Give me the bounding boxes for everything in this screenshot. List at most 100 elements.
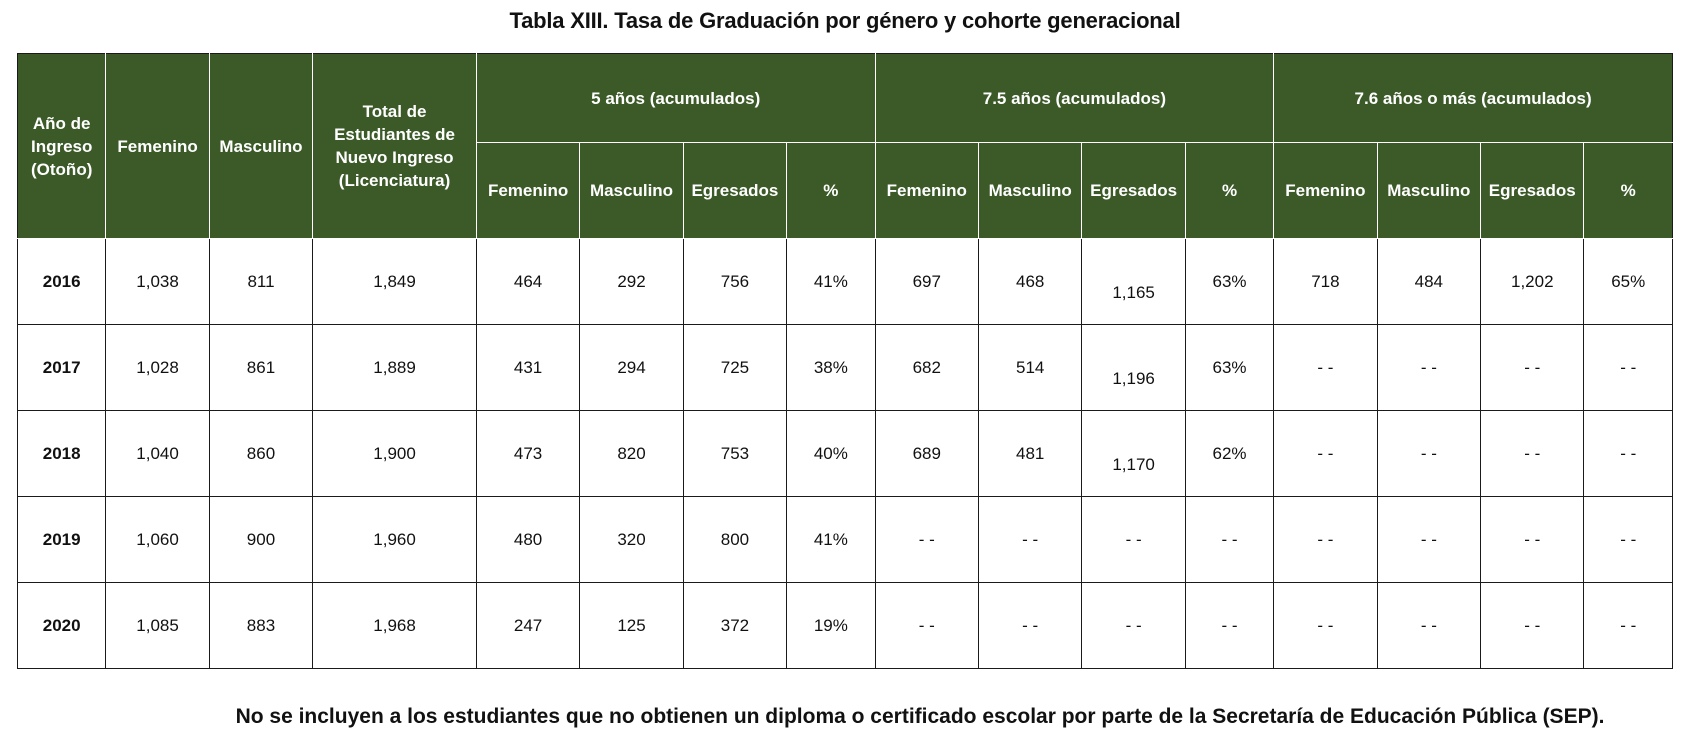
header-row-sub: Femenino Masculino Egresados % Femenino … (18, 142, 1673, 239)
cell-7-5y-female: 682 (874, 324, 979, 411)
cell-5y-graduates: 725 (682, 324, 788, 411)
table-row: 2019 1,060 900 1,960 480 320 800 41% - -… (16, 496, 1673, 583)
cell-male: 883 (208, 582, 314, 669)
cell-7-5y-male: 514 (977, 324, 1083, 411)
table-title: Tabla XIII. Tasa de Graduación por géner… (509, 8, 1181, 33)
cell-value: 1,170 (1112, 454, 1155, 474)
cell-7-6y-graduates: 1,202 (1480, 238, 1585, 325)
header-group-7-5-years: 7.5 años (acumulados) (874, 53, 1275, 143)
cell-7-6y-female: - - (1273, 324, 1378, 411)
cell-7-6y-percent: - - (1583, 582, 1673, 669)
cell-female: 1,028 (105, 324, 210, 411)
table-row: 2018 1,040 860 1,900 473 820 753 40% 689… (16, 410, 1673, 497)
header-male: Masculino (208, 53, 314, 239)
cell-7-6y-female: - - (1273, 496, 1378, 583)
cell-7-5y-male: 481 (977, 410, 1083, 497)
cell-7-6y-percent: - - (1583, 324, 1673, 411)
cell-7-6y-male: - - (1376, 496, 1482, 583)
subheader-male: Masculino (1376, 142, 1482, 239)
cell-7-5y-percent: 62% (1184, 410, 1275, 497)
cell-5y-percent: 41% (786, 496, 876, 583)
header-group-7-6-plus-years: 7.6 años o más (acumulados) (1273, 53, 1673, 143)
cell-total: 1,968 (312, 582, 477, 669)
cell-male: 900 (208, 496, 314, 583)
subheader-female: Femenino (874, 142, 979, 239)
cell-5y-female: 480 (475, 496, 581, 583)
cell-year: 2016 (16, 238, 107, 325)
cell-7-6y-percent: - - (1583, 410, 1673, 497)
cell-7-6y-graduates: - - (1480, 496, 1585, 583)
cell-7-5y-female: 689 (874, 410, 979, 497)
cell-male: 811 (208, 238, 314, 325)
table-row: 2020 1,085 883 1,968 247 125 372 19% - -… (16, 582, 1673, 669)
cell-7-6y-graduates: - - (1480, 582, 1585, 669)
cell-7-5y-graduates: 1,196 (1081, 324, 1186, 411)
cell-7-5y-graduates: - - (1081, 582, 1186, 669)
header-group-5-years: 5 años (acumulados) (475, 53, 876, 143)
cell-5y-female: 464 (475, 238, 581, 325)
cell-female: 1,038 (105, 238, 210, 325)
cell-7-6y-graduates: - - (1480, 410, 1585, 497)
cell-value: 1,196 (1112, 368, 1155, 388)
cell-total: 1,960 (312, 496, 477, 583)
subheader-male: Masculino (579, 142, 684, 239)
subheader-graduates: Egresados (1081, 142, 1186, 239)
cell-5y-female: 431 (475, 324, 581, 411)
cell-value: 1,165 (1112, 282, 1155, 302)
subheader-female: Femenino (475, 142, 581, 239)
cell-year: 2017 (16, 324, 107, 411)
cell-5y-graduates: 372 (682, 582, 788, 669)
cell-5y-male: 320 (579, 496, 684, 583)
cell-7-6y-graduates: - - (1480, 324, 1585, 411)
cell-7-6y-male: - - (1376, 410, 1482, 497)
subheader-percent: % (1184, 142, 1275, 239)
cell-7-6y-male: - - (1376, 324, 1482, 411)
graduation-rate-table: Año de Ingreso (Otoño) Femenino Masculin… (16, 53, 1673, 669)
cell-year: 2019 (16, 496, 107, 583)
header-total: Total de Estudiantes de Nuevo Ingreso (L… (312, 53, 477, 239)
cell-7-5y-female: - - (874, 582, 979, 669)
cell-5y-female: 473 (475, 410, 581, 497)
cell-7-6y-male: 484 (1376, 238, 1482, 325)
header-row-groups: Año de Ingreso (Otoño) Femenino Masculin… (16, 53, 1673, 239)
header-female: Femenino (105, 53, 210, 239)
subheader-graduates: Egresados (682, 142, 788, 239)
cell-7-6y-male: - - (1376, 582, 1482, 669)
cell-5y-percent: 19% (786, 582, 876, 669)
cell-7-5y-male: - - (977, 582, 1083, 669)
cell-total: 1,849 (312, 238, 477, 325)
subheader-graduates: Egresados (1480, 142, 1585, 239)
cell-7-5y-percent: - - (1184, 582, 1275, 669)
cell-7-5y-percent: 63% (1184, 324, 1275, 411)
cell-5y-percent: 41% (786, 238, 876, 325)
header-year: Año de Ingreso (Otoño) (16, 53, 107, 239)
cell-female: 1,060 (105, 496, 210, 583)
cell-5y-percent: 40% (786, 410, 876, 497)
table-row: 2017 1,028 861 1,889 431 294 725 38% 682… (16, 324, 1673, 411)
cell-5y-graduates: 753 (682, 410, 788, 497)
cell-5y-male: 125 (579, 582, 684, 669)
cell-7-5y-percent: 63% (1184, 238, 1275, 325)
cell-5y-female: 247 (475, 582, 581, 669)
table-row: 2016 1,038 811 1,849 464 292 756 41% 697… (16, 238, 1673, 325)
cell-7-5y-female: - - (874, 496, 979, 583)
cell-5y-male: 820 (579, 410, 684, 497)
cell-7-5y-male: 468 (977, 238, 1083, 325)
cell-7-5y-female: 697 (874, 238, 979, 325)
cell-5y-percent: 38% (786, 324, 876, 411)
cell-female: 1,040 (105, 410, 210, 497)
cell-year: 2020 (16, 582, 107, 669)
cell-total: 1,889 (312, 324, 477, 411)
subheader-female: Femenino (1273, 142, 1378, 239)
subheader-percent: % (786, 142, 876, 239)
cell-7-5y-male: - - (977, 496, 1083, 583)
cell-5y-male: 294 (579, 324, 684, 411)
cell-7-5y-graduates: 1,170 (1081, 410, 1186, 497)
cell-7-6y-female: 718 (1273, 238, 1378, 325)
cell-male: 860 (208, 410, 314, 497)
subheader-male: Masculino (977, 142, 1083, 239)
cell-7-5y-graduates: - - (1081, 496, 1186, 583)
cell-7-5y-percent: - - (1184, 496, 1275, 583)
cell-5y-graduates: 756 (682, 238, 788, 325)
cell-year: 2018 (16, 410, 107, 497)
